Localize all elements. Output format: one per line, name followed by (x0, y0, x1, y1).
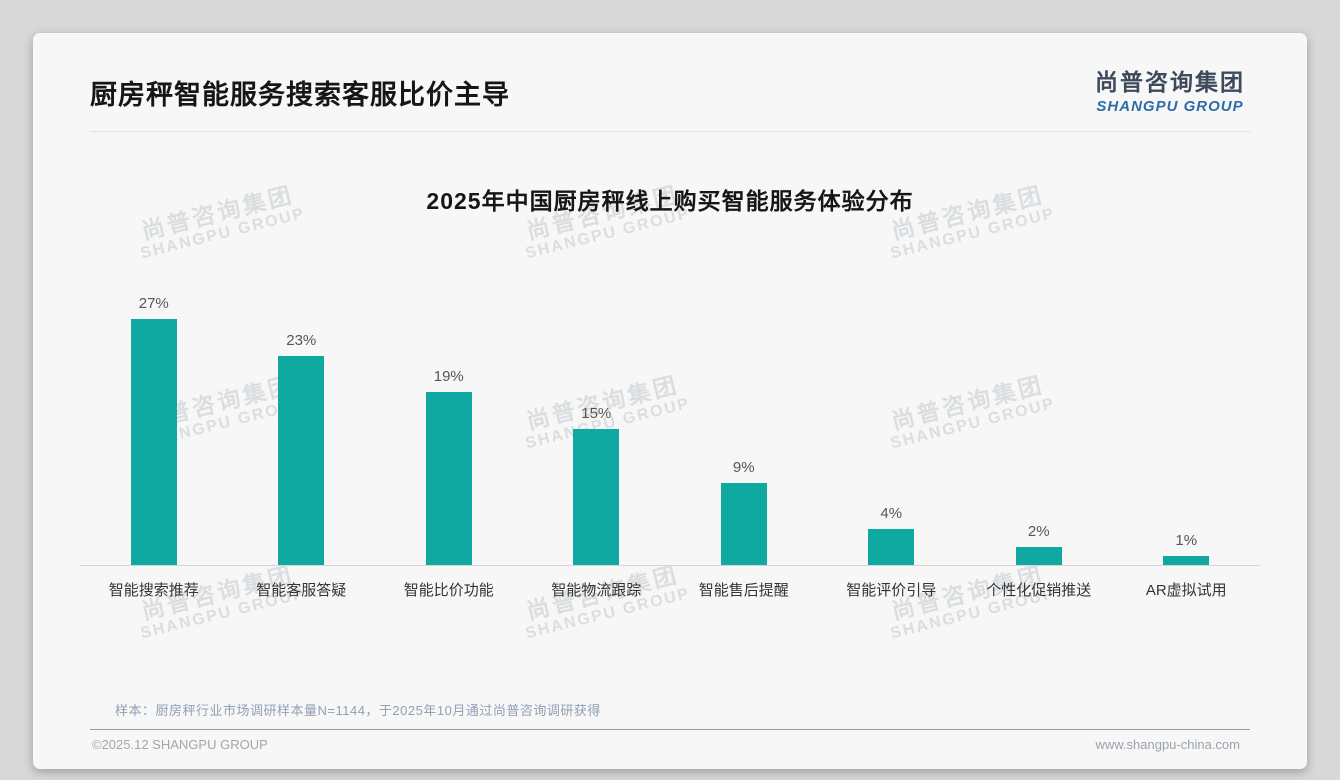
bar-column: 4% (818, 505, 966, 565)
bar-column: 15% (523, 404, 671, 565)
sample-note: 样本：厨房秤行业市场调研样本量N=1144，于2025年10月通过尚普咨询调研获… (115, 703, 601, 718)
report-header: 厨房秤智能服务搜索客服比价主导 尚普咨询集团 SHANGPU GROUP (33, 33, 1307, 115)
bar (868, 528, 915, 565)
bar-value-label: 15% (581, 404, 612, 422)
brand-logo-chinese: 尚普咨询集团 (1095, 69, 1245, 95)
page-title: 厨房秤智能服务搜索客服比价主导 (90, 80, 510, 110)
bar-chart-plot: 27% 23% 19% 15% 9% 4% 2% 1% (80, 256, 1260, 566)
category-axis: 智能搜索推荐 智能客服答疑 智能比价功能 智能物流跟踪 智能售后提醒 智能评价引导 个性化促… (80, 566, 1260, 600)
bar-column: 1% (1113, 532, 1261, 565)
brand-logo-english: SHANGPU GROUP (1096, 98, 1244, 115)
copyright-text: ©2025.12 SHANGPU GROUP (92, 737, 268, 752)
bar (1015, 546, 1062, 565)
bar-value-label: 9% (732, 459, 755, 477)
website-text: www.shangpu-china.com (1095, 737, 1240, 752)
brand-logo: 尚普咨询集团 SHANGPU GROUP (1095, 63, 1245, 115)
bar-column: 2% (965, 523, 1113, 565)
bar-column: 23% (228, 332, 376, 565)
category-label: 智能售后提醒 (698, 582, 789, 599)
bar-value-label: 2% (1027, 522, 1050, 540)
bar-value-label: 1% (1175, 531, 1198, 549)
bar-value-label: 19% (433, 368, 464, 386)
report-footer: ©2025.12 SHANGPU GROUP www.shangpu-china… (92, 737, 1240, 752)
report-card: 尚普咨询集团 SHANGPU GROUP 尚普咨询集团 SHANGPU GROUP 尚普… (33, 33, 1307, 769)
category-label: 智能比价功能 (403, 582, 494, 599)
bar-value-label: 27% (138, 295, 169, 313)
category-label: 智能物流跟踪 (551, 582, 642, 599)
bar-column: 19% (375, 368, 523, 565)
bar-value-label: 4% (880, 504, 903, 522)
bar (573, 428, 620, 565)
category-label: 智能搜索推荐 (108, 582, 199, 599)
category-label: AR虚拟试用 (1145, 582, 1227, 599)
bar-column: 9% (670, 459, 818, 565)
bar (720, 483, 767, 565)
bar (130, 319, 177, 565)
footer-divider (90, 729, 1250, 730)
bar-column: 27% (80, 295, 228, 565)
report-content: 厨房秤智能服务搜索客服比价主导 尚普咨询集团 SHANGPU GROUP 202… (33, 33, 1307, 769)
header-divider (90, 131, 1250, 132)
category-label: 智能客服答疑 (256, 582, 347, 599)
bar (1163, 555, 1210, 565)
bar (425, 392, 472, 565)
chart-title: 2025年中国厨房秤线上购买智能服务体验分布 (426, 188, 914, 214)
category-label: 智能评价引导 (846, 582, 937, 599)
bar-value-label: 23% (286, 331, 317, 349)
category-label: 个性化促销推送 (986, 582, 1092, 599)
bar (278, 355, 325, 565)
